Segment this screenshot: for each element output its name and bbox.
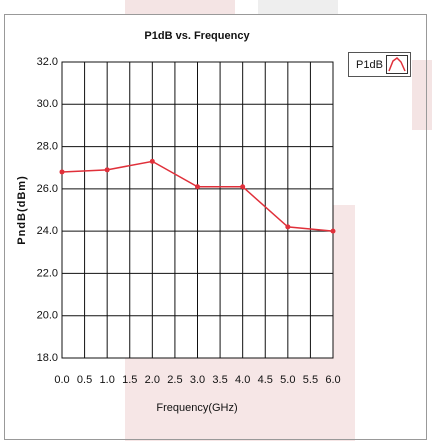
- x-tick-label: 5.5: [303, 374, 318, 386]
- point: [149, 158, 155, 164]
- x-tick-label: 0.0: [54, 374, 69, 386]
- point: [240, 184, 246, 190]
- frame: [4, 14, 427, 440]
- x-tick-label: 4.5: [258, 374, 273, 386]
- y-tick-label: 32.0: [37, 56, 58, 68]
- y-tick-label: 30.0: [37, 98, 58, 110]
- watermark: [412, 60, 432, 130]
- y-tick-label: 22.0: [37, 267, 58, 279]
- y-tick-label: 20.0: [37, 310, 58, 322]
- y-axis-label: PndB(dBm): [16, 175, 28, 245]
- x-tick-label: 1.0: [100, 374, 115, 386]
- x-tick-label: 0.5: [77, 374, 92, 386]
- x-tick-label: 3.5: [212, 374, 227, 386]
- watermark: [258, 0, 338, 14]
- point: [104, 167, 110, 173]
- x-tick-label: 3.0: [190, 374, 205, 386]
- legend-icon: [388, 57, 406, 72]
- x-tick-label: 1.5: [122, 374, 137, 386]
- y-tick-label: 28.0: [37, 140, 58, 152]
- watermark: [125, 0, 235, 14]
- y-tick-label: 24.0: [37, 225, 58, 237]
- legend-icon-box: [386, 55, 408, 74]
- x-tick-label: 4.0: [235, 374, 250, 386]
- x-tick-label: 6.0: [325, 374, 340, 386]
- point: [285, 224, 291, 230]
- y-tick-label: 26.0: [37, 183, 58, 195]
- point: [59, 169, 65, 175]
- y-tick-label: 18.0: [37, 352, 58, 364]
- x-tick-label: 2.5: [167, 374, 182, 386]
- x-axis-label: Frequency(GHz): [156, 402, 237, 414]
- point: [330, 228, 336, 234]
- point: [195, 184, 200, 190]
- legend-label: P1dB: [356, 59, 383, 71]
- chart-title: P1dB vs. Frequency: [144, 30, 250, 42]
- x-tick-label: 5.0: [280, 374, 295, 386]
- x-tick-label: 2.0: [145, 374, 160, 386]
